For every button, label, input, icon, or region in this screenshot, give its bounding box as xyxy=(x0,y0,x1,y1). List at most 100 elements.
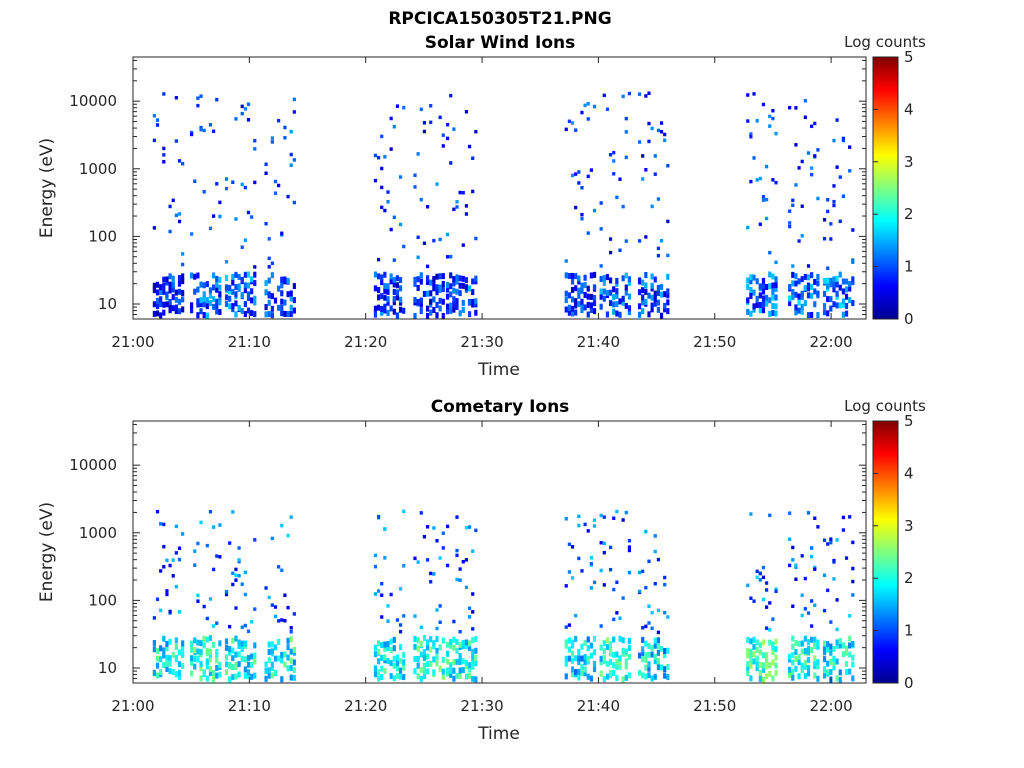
spectrogram-cell xyxy=(165,645,169,652)
spectrogram-cell xyxy=(765,216,769,221)
spectrogram-cell xyxy=(577,287,581,294)
spectrogram-cell xyxy=(441,656,445,663)
spectrogram-cell xyxy=(280,310,284,317)
spectrogram-cell xyxy=(168,655,172,662)
spectrogram-cell xyxy=(615,651,619,658)
spectrogram-cell xyxy=(250,276,254,283)
spectrogram-cell xyxy=(461,282,465,289)
spectrogram-cell xyxy=(589,272,593,279)
spectrogram-cell xyxy=(806,645,811,652)
spectrogram-cell xyxy=(461,667,465,674)
spectrogram-cell xyxy=(758,283,762,290)
spectrogram-cell xyxy=(398,673,403,680)
spectrogram-cell xyxy=(474,660,478,667)
spectrogram-cell xyxy=(663,666,667,673)
spectrogram-cell xyxy=(806,292,811,299)
spectrogram-cell xyxy=(452,667,456,674)
spectrogram-cell xyxy=(829,620,833,624)
spectrogram-cell xyxy=(659,664,664,671)
spectrogram-cell xyxy=(627,279,632,286)
spectrogram-cell xyxy=(419,197,423,202)
spectrogram-cell xyxy=(653,534,657,538)
spectrogram-cell xyxy=(574,172,578,176)
spectrogram-cell xyxy=(838,302,842,309)
spectrogram-cell xyxy=(618,177,622,181)
spectrogram-cell xyxy=(267,237,271,241)
spectrogram-cell xyxy=(570,278,575,285)
spectrogram-cell xyxy=(612,150,616,155)
spectrogram-cell xyxy=(277,565,281,569)
spectrogram-cell xyxy=(445,641,450,648)
spectrogram-cell xyxy=(829,281,833,288)
spectrogram-cell xyxy=(650,126,654,131)
spectrogram-cell xyxy=(402,244,406,249)
spectrogram-cell xyxy=(398,306,403,313)
spectrogram-cell xyxy=(822,236,827,241)
spectrogram-cell xyxy=(464,673,469,680)
spectrogram-cell xyxy=(373,178,378,183)
spectrogram-cell xyxy=(806,670,811,677)
spectrogram-cell xyxy=(264,162,268,167)
spectrogram-cell xyxy=(240,291,244,298)
spectrogram-cell xyxy=(445,303,450,310)
spectrogram-cell xyxy=(205,543,209,548)
spectrogram-cell xyxy=(791,271,795,278)
spectrogram-cell xyxy=(425,290,430,297)
spectrogram-cell xyxy=(422,121,427,125)
spectrogram-cell xyxy=(813,672,817,679)
spectrogram-cell xyxy=(749,652,753,659)
spectrogram-cell xyxy=(215,665,219,672)
spectrogram-cell xyxy=(458,578,462,582)
spectrogram-cell xyxy=(577,556,581,561)
spectrogram-cell xyxy=(838,676,842,683)
spectrogram-cell xyxy=(592,294,597,301)
spectrogram-cell xyxy=(243,287,247,294)
spectrogram-cell xyxy=(464,643,469,650)
spectrogram-cell xyxy=(286,665,290,672)
spectrogram-cell xyxy=(452,276,456,283)
spectrogram-cell xyxy=(445,563,450,568)
spectrogram-cell xyxy=(383,641,387,648)
spectrogram-cell xyxy=(237,651,241,658)
spectrogram-cell xyxy=(286,605,290,610)
spectrogram-cell xyxy=(392,655,396,662)
spectrogram-cell xyxy=(292,110,296,114)
spectrogram-cell xyxy=(621,596,625,600)
spectrogram-cell xyxy=(589,293,593,300)
spectrogram-cell xyxy=(592,284,597,291)
spectrogram-cell xyxy=(162,544,166,549)
spectrogram-cell xyxy=(196,96,200,100)
spectrogram-cell xyxy=(202,642,206,649)
spectrogram-cell xyxy=(449,671,453,678)
spectrogram-cell xyxy=(190,640,194,647)
spectrogram-cell xyxy=(395,282,400,289)
spectrogram-cell xyxy=(794,143,798,147)
spectrogram-cell xyxy=(749,648,753,655)
spectrogram-cell xyxy=(270,603,274,607)
spectrogram-cell xyxy=(240,307,244,314)
spectrogram-cell xyxy=(458,290,462,297)
spectrogram-cell xyxy=(583,659,587,666)
spectrogram-cell xyxy=(162,647,166,654)
spectrogram-cell xyxy=(181,289,185,296)
spectrogram-cell xyxy=(774,638,778,645)
spectrogram-cell xyxy=(458,673,462,680)
spectrogram-cell xyxy=(438,297,442,304)
spectrogram-cell xyxy=(416,285,420,292)
spectrogram-cell xyxy=(196,599,200,603)
spectrogram-cell xyxy=(832,138,836,143)
spectrogram-cell xyxy=(270,536,274,541)
spectrogram-cell xyxy=(605,637,610,644)
spectrogram-cell xyxy=(212,641,216,648)
spectrogram-cell xyxy=(567,542,571,547)
spectrogram-cell xyxy=(663,575,667,580)
spectrogram-cell xyxy=(835,598,839,602)
spectrogram-cell xyxy=(580,110,584,115)
spectrogram-cell xyxy=(829,537,833,541)
spectrogram-cell xyxy=(647,621,651,625)
spectrogram-cell xyxy=(218,299,222,306)
spectrogram-cell xyxy=(647,292,651,299)
spectrogram-cell xyxy=(813,288,817,295)
spectrogram-cell xyxy=(392,124,396,129)
spectrogram-cell xyxy=(746,636,750,643)
